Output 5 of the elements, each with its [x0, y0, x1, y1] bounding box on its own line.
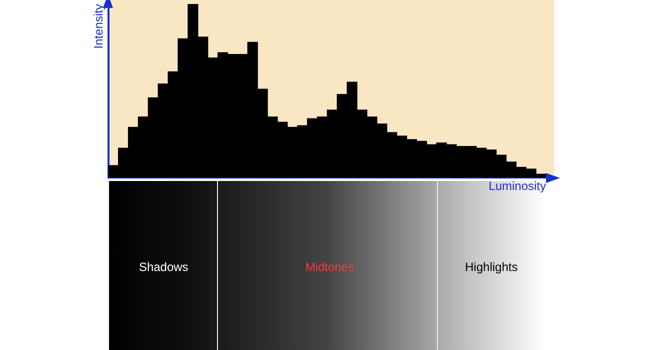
x-axis-title: Luminosity	[488, 179, 546, 194]
text: Midtones	[304, 260, 356, 274]
text: Highlights	[464, 260, 519, 274]
text: Shadows	[138, 260, 190, 274]
y-axis-title: Intensity	[92, 4, 106, 49]
